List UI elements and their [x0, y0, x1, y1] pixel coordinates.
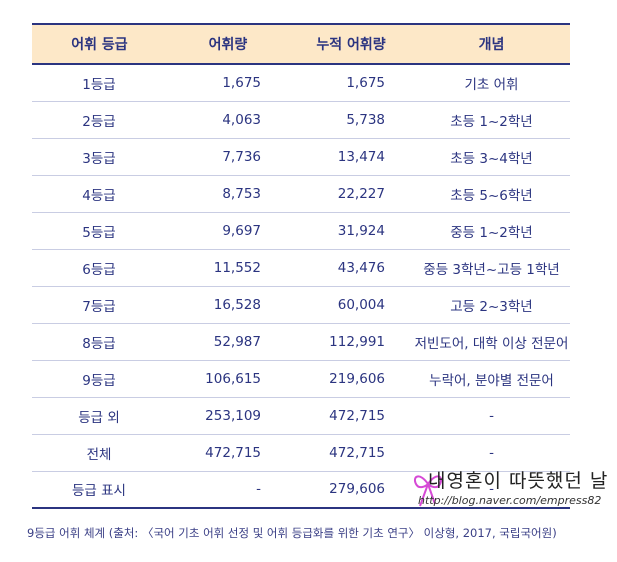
- concept-cell: 누락어, 분야별 전문어: [413, 360, 570, 398]
- header-grade: 어휘 등급: [32, 23, 167, 65]
- vocab-cell: 8,753: [167, 175, 289, 213]
- grade-cell: 4등급: [32, 175, 167, 213]
- vocab-cell: 1,675: [167, 64, 289, 102]
- table-row: 4등급 8,753 22,227 초등 5~6학년: [32, 175, 570, 213]
- grade-cell: 등급 표시: [32, 471, 167, 509]
- grade-cell: 9등급: [32, 360, 167, 398]
- grade-cell: 등급 외: [32, 397, 167, 435]
- header-cumulative: 누적 어휘량: [289, 23, 413, 65]
- table-row: 7등급 16,528 60,004 고등 2~3학년: [32, 286, 570, 324]
- grade-cell: 2등급: [32, 101, 167, 139]
- concept-cell: -: [413, 397, 570, 435]
- concept-cell: 초등 5~6학년: [413, 175, 570, 213]
- grade-cell: 7등급: [32, 286, 167, 324]
- vocab-cell: 7,736: [167, 138, 289, 176]
- header-vocab: 어휘량: [167, 23, 289, 65]
- vocab-cell: 16,528: [167, 286, 289, 324]
- table-row: 5등급 9,697 31,924 중등 1~2학년: [32, 212, 570, 250]
- concept-cell: 기초 어휘: [413, 64, 570, 102]
- header-concept: 개념: [413, 23, 570, 65]
- vocab-cell: 52,987: [167, 323, 289, 361]
- cumulative-cell: 5,738: [289, 101, 413, 139]
- grade-cell: 8등급: [32, 323, 167, 361]
- cumulative-cell: 472,715: [289, 397, 413, 435]
- table-row: 등급 외 253,109 472,715 -: [32, 397, 570, 435]
- table-row: 6등급 11,552 43,476 중등 3학년~고등 1학년: [32, 249, 570, 287]
- vocab-cell: 11,552: [167, 249, 289, 287]
- concept-cell: 고등 2~3학년: [413, 286, 570, 324]
- cumulative-cell: 22,227: [289, 175, 413, 213]
- grade-cell: 5등급: [32, 212, 167, 250]
- vocabulary-grade-table-container: 어휘 등급 어휘량 누적 어휘량 개념 1등급 1,675 1,675 기초 어…: [32, 23, 570, 509]
- cumulative-cell: 13,474: [289, 138, 413, 176]
- table-row: 8등급 52,987 112,991 저빈도어, 대학 이상 전문어: [32, 323, 570, 361]
- concept-cell: 초등 1~2학년: [413, 101, 570, 139]
- cumulative-cell: 31,924: [289, 212, 413, 250]
- cumulative-cell: 1,675: [289, 64, 413, 102]
- vocab-cell: 106,615: [167, 360, 289, 398]
- table-row: 3등급 7,736 13,474 초등 3~4학년: [32, 138, 570, 176]
- cumulative-cell: 219,606: [289, 360, 413, 398]
- cumulative-cell: 279,606: [289, 471, 413, 509]
- header-row: 어휘 등급 어휘량 누적 어휘량 개념: [32, 23, 570, 65]
- table-row: 전체 472,715 472,715 -: [32, 434, 570, 472]
- table-body: 1등급 1,675 1,675 기초 어휘 2등급 4,063 5,738 초등…: [32, 64, 570, 509]
- cumulative-cell: 112,991: [289, 323, 413, 361]
- concept-cell: -: [413, 434, 570, 472]
- concept-cell: 중등 1~2학년: [413, 212, 570, 250]
- vocabulary-grade-table: 어휘 등급 어휘량 누적 어휘량 개념 1등급 1,675 1,675 기초 어…: [32, 23, 570, 509]
- table-row: 등급 표시 - 279,606 -: [32, 471, 570, 509]
- grade-cell: 1등급: [32, 64, 167, 102]
- concept-cell: -: [413, 471, 570, 509]
- concept-cell: 중등 3학년~고등 1학년: [413, 249, 570, 287]
- vocab-cell: 253,109: [167, 397, 289, 435]
- grade-cell: 6등급: [32, 249, 167, 287]
- concept-cell: 초등 3~4학년: [413, 138, 570, 176]
- table-header: 어휘 등급 어휘량 누적 어휘량 개념: [32, 23, 570, 65]
- vocab-cell: 4,063: [167, 101, 289, 139]
- cumulative-cell: 60,004: [289, 286, 413, 324]
- concept-cell: 저빈도어, 대학 이상 전문어: [413, 323, 570, 361]
- grade-cell: 전체: [32, 434, 167, 472]
- table-row: 9등급 106,615 219,606 누락어, 분야별 전문어: [32, 360, 570, 398]
- table-row: 2등급 4,063 5,738 초등 1~2학년: [32, 101, 570, 139]
- table-row: 1등급 1,675 1,675 기초 어휘: [32, 64, 570, 102]
- grade-cell: 3등급: [32, 138, 167, 176]
- source-caption: 9등급 어휘 체계 (출처: 〈국어 기초 어휘 선정 및 어휘 등급화를 위한…: [27, 526, 557, 540]
- cumulative-cell: 472,715: [289, 434, 413, 472]
- cumulative-cell: 43,476: [289, 249, 413, 287]
- vocab-cell: 9,697: [167, 212, 289, 250]
- vocab-cell: 472,715: [167, 434, 289, 472]
- vocab-cell: -: [167, 471, 289, 509]
